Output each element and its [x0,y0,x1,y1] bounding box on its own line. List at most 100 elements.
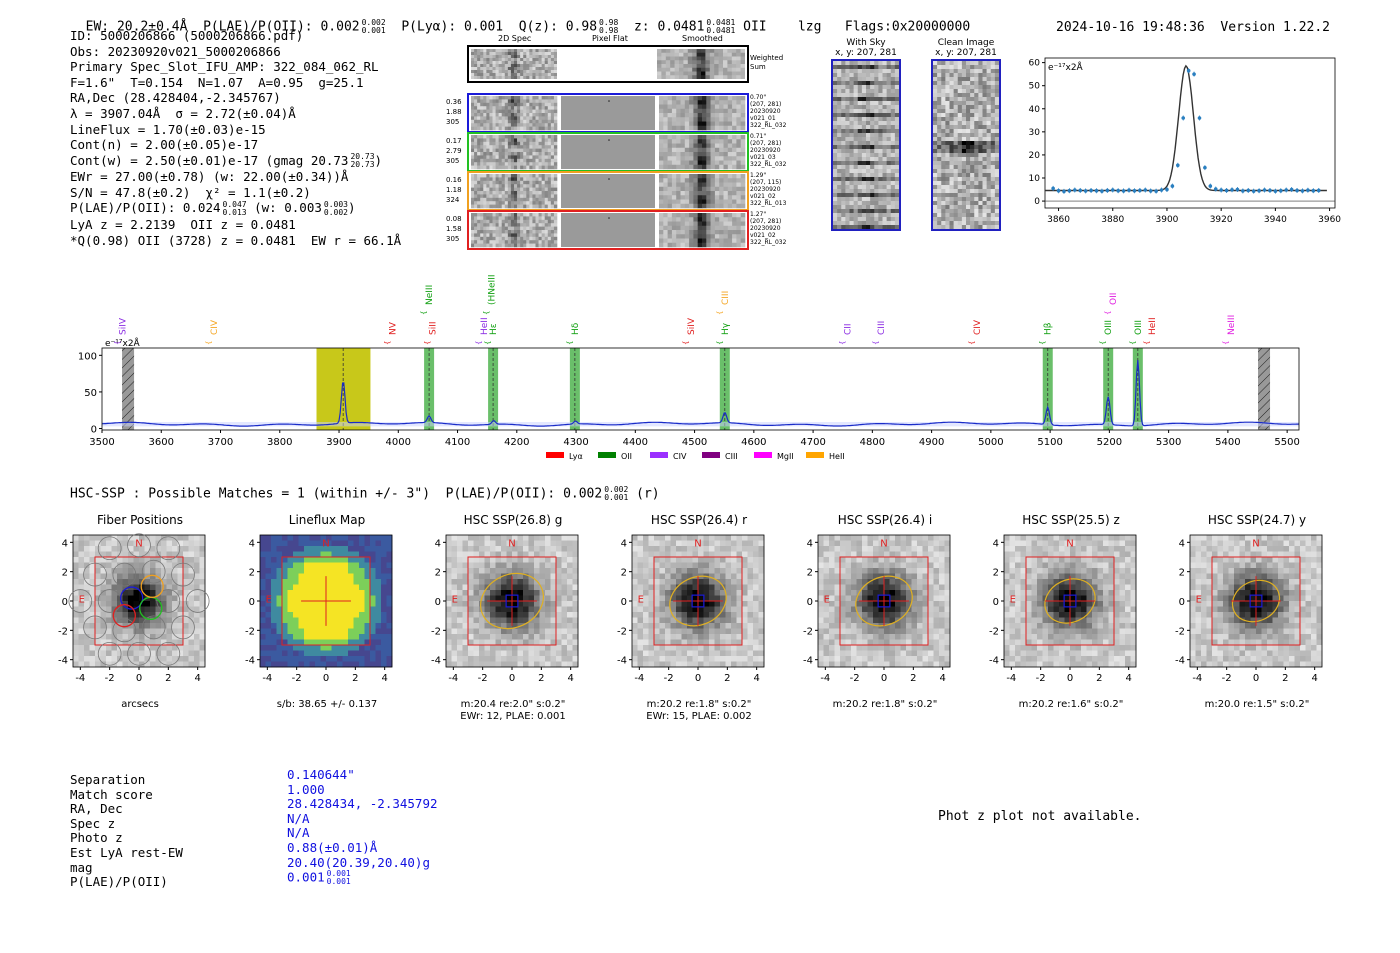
clean-pixel [949,217,954,222]
hsc-pixel [133,595,140,602]
hsc-pixel [282,628,288,635]
strip-pixel [550,180,555,185]
hsc-pixel [155,584,162,591]
sky-pixel [841,185,846,190]
emission-line-label: OIII [1134,320,1144,335]
hsc-pixel [309,628,316,635]
strip-pixel [520,96,524,100]
clean-pixel [990,213,996,218]
clean-pixel [953,137,959,142]
clean-pixel [978,193,983,198]
clean-pixel [933,185,938,190]
strip-pixel [671,195,677,200]
sky-pixel [861,113,867,118]
strip-pixel [683,52,689,57]
hsc-pixel [282,590,288,596]
strip-pixel [489,243,493,248]
strip-pixel [706,156,711,161]
strip-pixel [498,223,503,227]
strip-pixel [550,216,555,221]
hsc-pixel [177,584,184,591]
strip-pixel [501,119,506,124]
strip-pixel [663,164,668,170]
strip-pixel [670,49,675,54]
hsc-pixel [320,568,327,574]
strip-pixel [719,117,724,122]
hsc-pixel [73,656,79,662]
strip-pixel [535,119,539,124]
strip-pixel [523,64,527,68]
strip-pixel [661,52,667,57]
strip-pixel [514,96,518,100]
clean-pixel [941,185,946,190]
strip-pixel [727,225,733,231]
strip-pixel [504,58,509,62]
strip-pixel [483,102,487,107]
strip-pixel [706,178,711,183]
clean-pixel [982,197,987,202]
strip-pixel [498,194,503,199]
strip-pixel [514,70,518,74]
strip-pixel [671,238,677,244]
strip-pixel [474,174,478,178]
hsc-pixel [293,573,299,580]
hsc-pixel [89,606,96,613]
sky-pixel [866,213,871,218]
strip-pixel [697,139,703,144]
strip-pixel [714,230,720,235]
sky-pixel [866,165,871,170]
sky-pixel [866,89,871,94]
sky-pixel [841,85,846,90]
hsc-pixel [309,595,316,602]
hsc-pixel [95,628,101,635]
strip-pixel [477,52,481,56]
hsc-pixel [375,557,382,563]
hsc-pixel [73,540,79,547]
sky-pixel [890,129,896,134]
strip-pixel [477,194,481,199]
strip-pixel [483,99,487,104]
sky-pixel [882,69,887,74]
strip-pixel [674,67,680,72]
strip-pixel [671,182,677,188]
sky-pixel [890,81,896,86]
clean-pixel [986,177,992,182]
clean-pixel [966,209,971,214]
hsc-pixel [122,628,129,635]
strip-pixel [523,226,527,231]
strip-pixel [538,243,542,248]
hsc-pixel [84,650,90,657]
clean-pixel [986,109,992,114]
strip-pixel [689,238,694,244]
strip-pixel [659,182,664,188]
strip-pixel [486,102,490,107]
clean-pixel [957,109,963,114]
strip-pixel [723,174,729,179]
strip-pixel [474,165,478,170]
strip-pixel [483,155,487,160]
clean-pixel [970,105,975,110]
strip-pixel [740,225,746,231]
strip-pixel [714,182,720,188]
hsc-pixel [73,606,79,613]
hsc-pixel [293,562,299,569]
strip-pixel [474,96,478,100]
sky-pixel [845,77,850,82]
clean-pixel [933,157,938,162]
clean-pixel [949,137,954,142]
sky-pixel [870,65,875,70]
strip-pixel [483,230,487,234]
strip-pixel [727,104,733,110]
sky-pixel [837,189,842,194]
clean-pixel [978,217,983,222]
strip-pixel [667,203,673,209]
hsc-pixel [139,623,145,629]
clean-pixel [974,165,979,170]
sky-pixel [845,177,850,182]
hsc-pixel [326,573,332,580]
sky-pixel [857,109,863,114]
clean-pixel [986,189,992,194]
strip-pixel [489,177,493,182]
strip-pixel [663,147,668,153]
strip-pixel [740,49,746,54]
